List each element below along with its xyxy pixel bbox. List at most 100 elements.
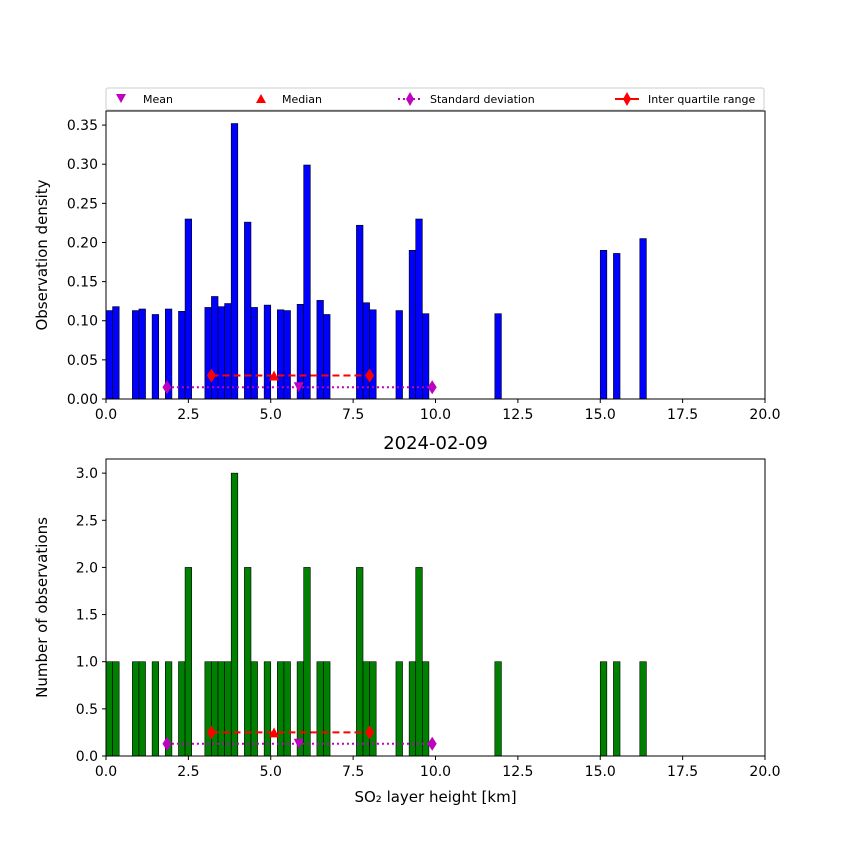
density-y-ticks: 0.00 0.05 0.10 0.15 0.20 0.25 0.30 0.35 (67, 118, 106, 408)
density-bar (356, 224, 364, 400)
count-bar (369, 661, 377, 757)
density-iqr-low-marker (206, 368, 216, 383)
count-bar (138, 661, 146, 757)
density-median-marker (269, 370, 280, 381)
count-histogram-panel: 2024-02-09 0.0 2.5 5.0 7.5 10.0 12.5 15.0 17.5 2… (33, 433, 781, 806)
count-bar (613, 661, 621, 757)
density-bar (303, 164, 311, 400)
density-bar (178, 311, 186, 400)
density-x-tick-label: 20.0 (749, 407, 780, 423)
count-stats (162, 725, 437, 751)
density-bar (613, 253, 621, 400)
density-bar (263, 304, 272, 400)
count-bar (244, 567, 252, 757)
count-bar (112, 661, 120, 757)
count-x-ticks: 0.0 2.5 5.0 7.5 10.0 12.5 15.0 17.5 20.0 (95, 756, 781, 780)
count-iqr-high-marker (365, 725, 375, 740)
count-bar (356, 567, 364, 757)
density-bar (369, 309, 377, 400)
density-bar (422, 313, 430, 400)
count-y-axis-label: Number of observations (33, 517, 51, 698)
density-bar (217, 306, 225, 400)
count-plot-title: 2024-02-09 (383, 433, 488, 454)
density-x-tick-label: 7.5 (342, 407, 364, 423)
density-bar (112, 306, 120, 400)
count-bars (105, 472, 647, 757)
density-bar (277, 309, 285, 400)
density-bar (105, 310, 113, 400)
density-x-ticks: 0.0 2.5 5.0 7.5 10.0 12.5 15.0 17.5 20.0 (95, 399, 781, 423)
density-x-tick-label: 10.0 (420, 407, 451, 423)
legend-item-iqr: Inter quartile range (615, 92, 755, 106)
density-stats (162, 368, 437, 395)
density-x-tick-label: 12.5 (502, 407, 533, 423)
count-y-tick-label: 2.0 (76, 560, 98, 576)
count-y-ticks: 0.0 0.5 1.0 1.5 2.0 2.5 3.0 (76, 466, 106, 765)
count-bar (415, 567, 423, 757)
count-bar (277, 661, 285, 757)
density-x-tick-label: 17.5 (667, 407, 698, 423)
count-bar (132, 661, 140, 757)
density-bar (362, 302, 370, 400)
count-bar (250, 661, 258, 757)
count-bar (303, 567, 311, 757)
density-bar (204, 307, 212, 400)
density-y-tick-label: 0.15 (67, 275, 98, 291)
count-bar (178, 661, 186, 757)
density-bar (494, 313, 502, 400)
count-mean-marker (293, 738, 304, 749)
count-y-tick-label: 1.0 (76, 655, 98, 671)
legend-item-median: Median (256, 93, 322, 106)
legend-label-median: Median (282, 93, 322, 106)
count-bar (105, 661, 113, 757)
count-iqr-low-marker (206, 725, 216, 740)
count-x-tick-label: 20.0 (749, 764, 780, 780)
count-bar (599, 661, 608, 757)
density-y-axis-label: Observation density (33, 179, 51, 330)
count-std-low-marker (162, 736, 172, 751)
count-bar (323, 661, 331, 757)
density-iqr-high-marker (365, 368, 375, 383)
legend-item-std: Standard deviation (398, 92, 535, 106)
legend-box (105, 87, 765, 111)
density-bar (211, 296, 219, 400)
count-y-tick-label: 1.5 (76, 608, 98, 624)
density-bar (224, 303, 232, 400)
density-bar (230, 123, 239, 400)
density-y-tick-label: 0.00 (67, 392, 98, 408)
density-x-tick-label: 0.0 (95, 407, 117, 423)
count-x-tick-label: 12.5 (502, 764, 533, 780)
density-y-tick-label: 0.20 (67, 235, 98, 251)
std-marker-icon (406, 92, 414, 106)
density-bar (132, 310, 140, 400)
count-x-tick-label: 0.0 (95, 764, 117, 780)
density-bar (138, 308, 146, 400)
count-bar (283, 661, 291, 757)
density-y-tick-label: 0.30 (67, 157, 98, 173)
density-mean-marker (293, 382, 304, 393)
count-x-tick-label: 17.5 (667, 764, 698, 780)
density-y-tick-label: 0.10 (67, 314, 98, 330)
count-bar (230, 472, 239, 757)
density-bar (415, 218, 423, 400)
density-x-tick-label: 15.0 (585, 407, 616, 423)
count-x-axis-label: SO₂ layer height [km] (354, 788, 516, 806)
count-bar (395, 661, 403, 757)
density-bar (323, 314, 331, 400)
count-bar (362, 661, 370, 757)
count-y-tick-label: 2.5 (76, 513, 98, 529)
count-bar (639, 661, 647, 757)
density-y-tick-label: 0.05 (67, 353, 98, 369)
density-bar (250, 307, 258, 400)
legend-label-iqr: Inter quartile range (648, 93, 755, 106)
density-bar (599, 250, 608, 400)
density-bar (244, 221, 252, 400)
count-y-tick-label: 3.0 (76, 466, 98, 482)
density-bar (408, 250, 417, 400)
density-x-tick-label: 5.0 (260, 407, 282, 423)
median-marker-icon (256, 94, 266, 103)
count-y-tick-label: 0.5 (76, 702, 98, 718)
legend-item-mean: Mean (116, 93, 173, 106)
density-y-tick-label: 0.35 (67, 118, 98, 134)
